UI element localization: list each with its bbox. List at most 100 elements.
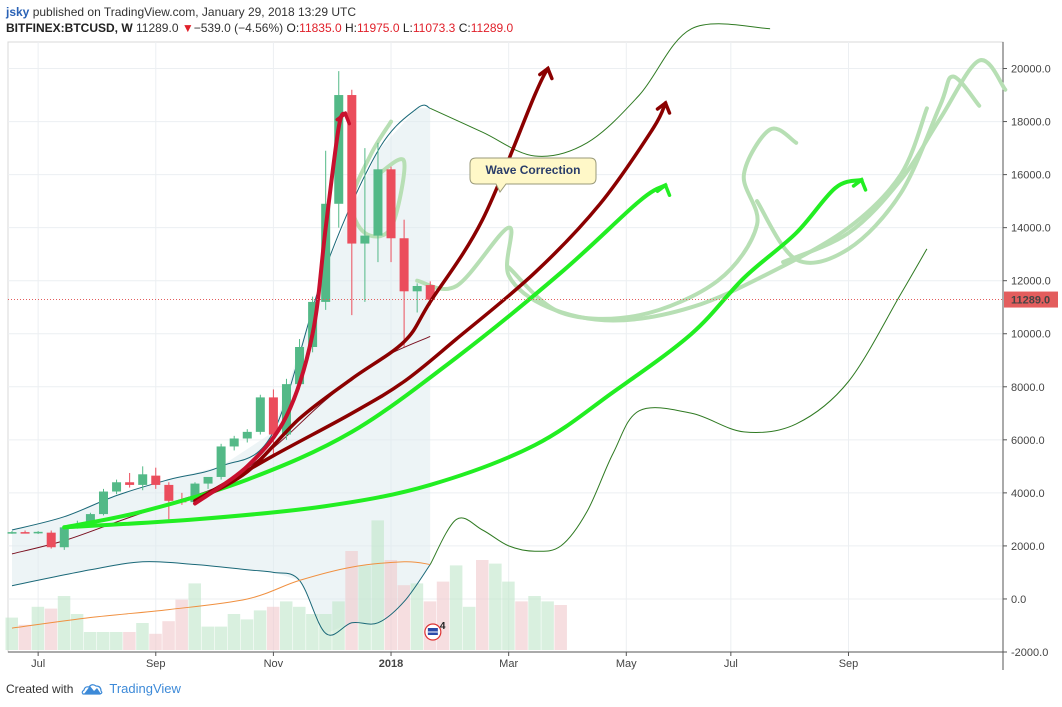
drawn-wave-path: [415, 106, 929, 323]
last-price-text: 11289.0: [136, 21, 179, 35]
volume-bar: [554, 605, 567, 650]
volume-bar: [502, 581, 515, 650]
publish-line: jsky published on TradingView.com, Janua…: [6, 4, 513, 20]
volume-bar: [227, 614, 241, 650]
volume-bar: [293, 606, 306, 650]
candle-body: [268, 397, 278, 435]
candle-body: [216, 446, 226, 477]
volume-bar: [489, 563, 502, 650]
volume-bar: [306, 614, 319, 650]
y-tick-label: 12000.0: [1011, 276, 1051, 288]
symbol-label[interactable]: BITFINEX:BTCUSD, W: [6, 21, 133, 35]
candle-body: [151, 475, 161, 485]
candle-body: [59, 527, 69, 548]
volume-bar: [541, 601, 554, 650]
x-tick-label: Jul: [724, 658, 738, 670]
candle-body: [85, 514, 95, 527]
x-tick-label: Sep: [146, 658, 166, 670]
candle-body: [334, 95, 344, 204]
volume-bar: [384, 560, 398, 650]
volume-bar: [201, 626, 215, 650]
y-tick-label: 18000.0: [1011, 117, 1051, 129]
low-label: L:: [402, 21, 413, 35]
y-tick-label: 4000.0: [1011, 488, 1045, 500]
candle-body: [190, 483, 200, 503]
volume-bar: [136, 623, 149, 650]
chart-header: jsky published on TradingView.com, Janua…: [6, 4, 513, 36]
callout-bubble: [469, 157, 597, 193]
candle-body: [347, 95, 357, 244]
volume-bar: [5, 617, 18, 650]
volume-bar: [528, 596, 541, 650]
red-trend-path: [193, 111, 348, 506]
author-link[interactable]: jsky: [6, 5, 30, 19]
candle-body: [425, 285, 435, 300]
candle-body: [33, 531, 43, 534]
volume-bar: [149, 633, 162, 650]
volume-bar: [123, 632, 136, 650]
callout-text: Wave Correction: [486, 163, 581, 177]
candle-body: [20, 532, 30, 534]
projection-lower-line: [429, 248, 928, 565]
volume-bar: [410, 583, 424, 650]
close-value: 11289.0: [470, 21, 514, 35]
arrow-head-icon: [335, 110, 352, 126]
candle-body: [138, 474, 148, 485]
y-tick-label: -2000.0: [1011, 647, 1048, 659]
y-tick-label: 0.0: [1011, 594, 1026, 606]
volume-bar: [279, 601, 293, 650]
candle-body: [399, 238, 409, 292]
volume-bar: [332, 601, 345, 650]
candle-body: [386, 169, 396, 239]
x-tick-label: Jul: [31, 658, 45, 670]
volume-bar: [31, 606, 45, 650]
candle-body: [295, 347, 305, 385]
candle-body: [373, 169, 383, 236]
tradingview-cloud-icon: [81, 683, 103, 695]
volume-bar: [358, 565, 371, 650]
low-value: 11073.3: [412, 21, 456, 35]
y-tick-label: 6000.0: [1011, 435, 1045, 447]
x-tick-label: Sep: [839, 658, 859, 670]
last-price-label: 11289.0: [1011, 295, 1050, 307]
candle-body: [281, 384, 291, 435]
open-label: O:: [286, 21, 300, 35]
volume-bar: [476, 560, 489, 650]
x-tick-label: Nov: [264, 658, 284, 670]
high-value: 11975.0: [357, 21, 400, 35]
volume-bar: [371, 520, 384, 650]
candle-body: [203, 476, 213, 484]
drawn-wave-path: [755, 74, 982, 265]
volume-bar: [436, 581, 450, 650]
candle-body: [7, 532, 17, 534]
volume-bar: [18, 624, 32, 650]
y-tick-label: 2000.0: [1011, 541, 1045, 553]
volume-bar: [57, 596, 71, 650]
arrow-head-icon: [655, 182, 672, 197]
x-tick-label: Mar: [499, 658, 518, 670]
wave-correction-callout: Wave Correction: [469, 157, 597, 193]
y-tick-label: 20000.0: [1011, 64, 1051, 76]
ohlc-line: BITFINEX:BTCUSD, W 11289.0 ▼−539.0 (−4.5…: [6, 20, 513, 36]
drawn-wave-path: [781, 58, 1008, 265]
candle-body: [125, 482, 135, 485]
event-badge-count: 4: [440, 621, 446, 632]
green-trend-path: [62, 177, 864, 530]
projection-upper-line: [429, 23, 771, 157]
volume-bar: [319, 614, 332, 650]
candle-body: [242, 431, 252, 439]
created-with-text: Created with: [6, 681, 74, 696]
candle-body: [112, 482, 122, 492]
volume-bar: [266, 606, 280, 650]
candle-body: [255, 397, 265, 432]
volume-bar: [175, 599, 188, 650]
y-tick-label: 16000.0: [1011, 170, 1051, 182]
darkred-trend-path: [193, 101, 668, 503]
bollinger-lower-line: [11, 561, 431, 636]
darkred-trend-path: [193, 66, 550, 503]
volume-bar: [188, 583, 201, 650]
candle-body: [98, 491, 108, 515]
tradingview-brand-link[interactable]: TradingView: [109, 681, 181, 696]
footer: Created with TradingView: [6, 681, 181, 696]
